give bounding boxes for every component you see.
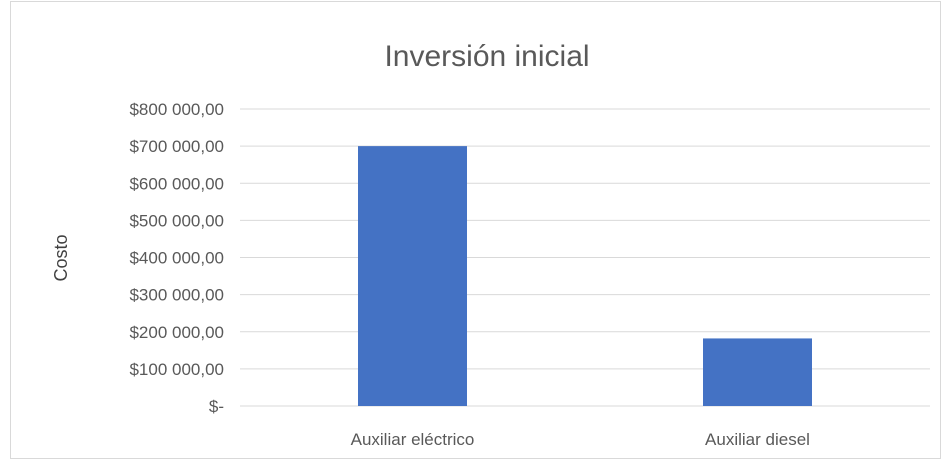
y-axis-label: Costo <box>51 234 71 281</box>
y-tick-label: $200 000,00 <box>129 323 224 342</box>
y-tick-label: $100 000,00 <box>129 360 224 379</box>
y-axis-ticks: $- $100 000,00 $200 000,00 $300 000,00 $400 … <box>129 100 224 416</box>
chart-title: Inversión inicial <box>384 40 589 73</box>
bar <box>703 338 812 406</box>
y-tick-label: $- <box>209 397 224 416</box>
y-tick-label: $400 000,00 <box>129 249 224 268</box>
x-category-label: Auxiliar diesel <box>705 430 810 449</box>
gridlines <box>240 108 930 407</box>
y-tick-label: $500 000,00 <box>129 211 224 230</box>
y-tick-label: $300 000,00 <box>129 286 224 305</box>
bar <box>358 146 467 406</box>
y-tick-label: $700 000,00 <box>129 137 224 156</box>
y-tick-label: $600 000,00 <box>129 174 224 193</box>
y-tick-label: $800 000,00 <box>129 100 224 119</box>
bars <box>358 146 812 406</box>
x-axis-categories: Auxiliar eléctrico Auxiliar diesel <box>351 430 810 449</box>
x-category-label: Auxiliar eléctrico <box>351 430 475 449</box>
